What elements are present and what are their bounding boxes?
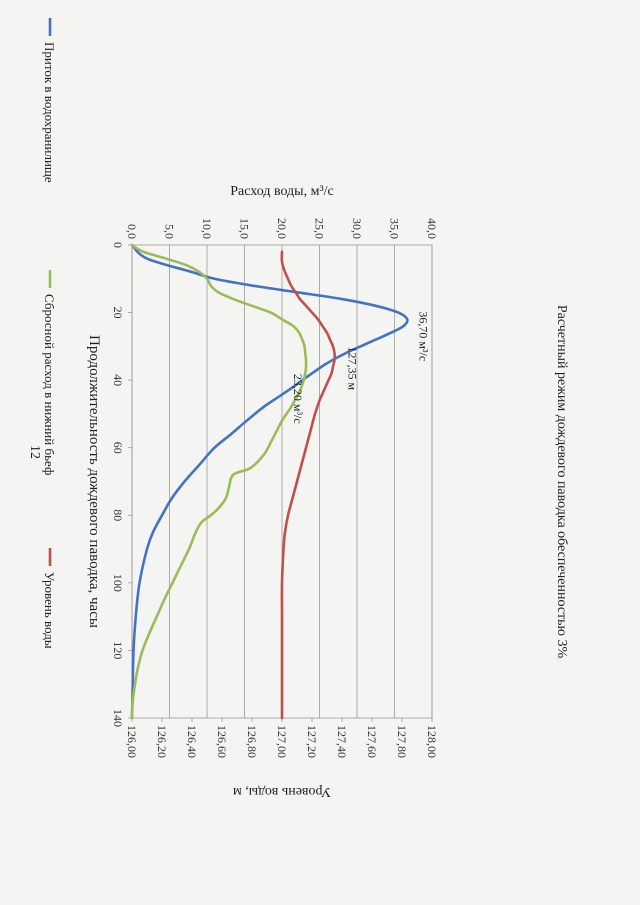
- annotation-peak-discharge: 23,20 м³/с: [291, 374, 305, 424]
- x-tick-label: 140: [111, 709, 125, 727]
- legend-label: Приток в водохранилище: [42, 42, 57, 183]
- legend-item-inflow: Приток в водохранилище: [42, 18, 57, 183]
- water-level-series-line: [280, 250, 336, 720]
- inflow-series-line: [130, 243, 409, 720]
- x-tick-label: 0: [111, 242, 125, 248]
- y2-tick-label: 126,80: [245, 725, 259, 758]
- legend-label: Сбросной расход в нижний бьеф: [42, 294, 57, 475]
- y-tick-label: 5,0: [163, 224, 177, 239]
- y2-tick-label: 126,00: [125, 725, 139, 758]
- legend: Приток в водохранилище Сбросной расход в …: [42, 18, 57, 649]
- legend-item-water-level: Уровень воды: [42, 548, 57, 649]
- y2-tick-label: 128,00: [425, 725, 439, 758]
- y2-tick-label: 126,40: [185, 725, 199, 758]
- discharge-series-line: [130, 243, 308, 720]
- legend-item-discharge: Сбросной расход в нижний бьеф: [42, 270, 57, 475]
- x-tick-label: 120: [111, 641, 125, 659]
- y2-tick-label: 127,20: [305, 725, 319, 758]
- x-axis-label: Продолжительность дождевого паводка, час…: [86, 335, 102, 628]
- series-layer: [130, 243, 409, 720]
- y2-tick-label: 127,60: [365, 725, 379, 758]
- x-tick-label: 20: [111, 307, 125, 319]
- y2-axis-label: Уровень воды, м: [233, 784, 331, 799]
- y-axis-label: Расход воды, м³/с: [230, 184, 334, 199]
- y-tick-label: 0,0: [125, 224, 139, 239]
- legend-label: Уровень воды: [42, 572, 57, 649]
- x-tick-label: 80: [111, 509, 125, 521]
- chart-title: Расчетный режим дождевого паводка обеспе…: [554, 305, 569, 659]
- x-tick-label: 60: [111, 442, 125, 454]
- annotation-peak-inflow: 36,70 м³/с: [416, 311, 430, 361]
- y-tick-label: 35,0: [388, 218, 402, 239]
- y2-tick-label: 126,20: [155, 725, 169, 758]
- annotations: 36,70 м³/с 23,20 м³/с 127,35 м: [291, 311, 430, 423]
- y-tick-label: 15,0: [238, 218, 252, 239]
- axes: 0,0 5,0 10,0 15,0 20,0 25,0 30,0 35,0 40,0 126,00…: [111, 218, 439, 758]
- y-tick-label: 10,0: [200, 218, 214, 239]
- x-tick-label: 100: [111, 574, 125, 592]
- y2-tick-label: 126,60: [215, 725, 229, 758]
- y2-tick-label: 127,00: [275, 725, 289, 758]
- y2-tick-label: 127,80: [395, 725, 409, 758]
- y-tick-label: 30,0: [350, 218, 364, 239]
- annotation-peak-level: 127,35 м: [346, 346, 360, 390]
- y-tick-label: 40,0: [425, 218, 439, 239]
- x-tick-label: 40: [111, 374, 125, 386]
- y-tick-label: 20,0: [275, 218, 289, 239]
- y2-tick-label: 127,40: [335, 725, 349, 758]
- y-tick-label: 25,0: [313, 218, 327, 239]
